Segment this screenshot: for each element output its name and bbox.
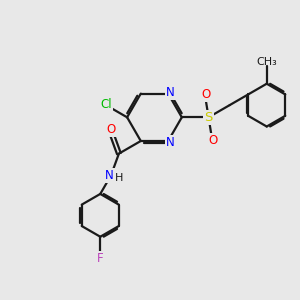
Text: N: N [166, 136, 175, 149]
Text: F: F [97, 252, 104, 265]
Text: O: O [107, 123, 116, 136]
Text: Cl: Cl [100, 98, 112, 111]
Text: H: H [115, 173, 124, 183]
Text: N: N [166, 85, 175, 99]
Text: O: O [202, 88, 211, 101]
Text: O: O [208, 134, 217, 147]
Text: S: S [204, 111, 213, 124]
Text: N: N [105, 169, 114, 182]
Text: CH₃: CH₃ [256, 57, 277, 67]
